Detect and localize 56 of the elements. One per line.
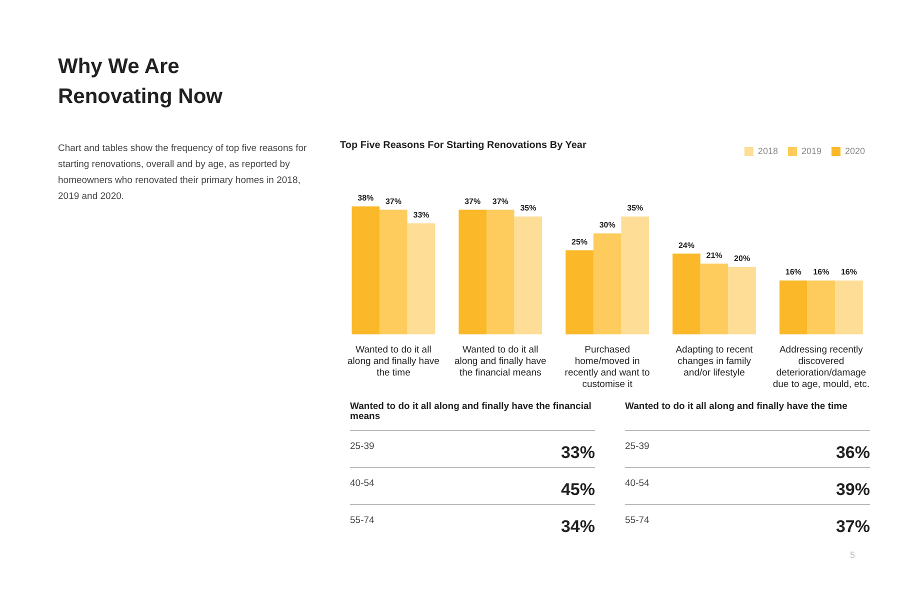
text: 5 — [850, 550, 856, 560]
data-label: 25% — [572, 237, 588, 246]
text: 33% — [560, 443, 595, 463]
text: 36% — [836, 443, 870, 463]
x-tick-label: Addressing recently discovered deterioration/damage due to age, mould, etc. — [772, 344, 870, 390]
text: 34% — [560, 517, 595, 537]
x-tick-label: Adapting to recent changes in family and/or lifestyle — [676, 344, 754, 379]
x-tick-label: Wanted to do it all along and finally have the time — [348, 344, 440, 379]
text: Why We Are Renovating Now — [58, 54, 224, 110]
data-label: 37% — [492, 196, 508, 206]
bar — [728, 267, 756, 334]
x-tick-label: Wanted to do it all along and finally have the financial means — [454, 344, 546, 379]
data-label: 20% — [734, 254, 750, 264]
data-label: 37% — [385, 196, 402, 206]
bar — [566, 250, 594, 334]
data-label: 37% — [464, 196, 481, 206]
data-label: 33% — [413, 210, 430, 220]
data-label: 16% — [785, 268, 802, 277]
text: 55-74 — [625, 515, 650, 526]
bar — [621, 216, 650, 334]
bar — [835, 280, 863, 334]
text: 37% — [836, 517, 870, 537]
bar — [380, 210, 408, 334]
bar — [458, 210, 486, 334]
data-label: 16% — [840, 268, 857, 277]
bar — [486, 210, 514, 334]
legend-label: 2020 — [844, 146, 866, 156]
data-label: 24% — [678, 240, 694, 250]
data-label: 35% — [520, 204, 536, 213]
chart-subtitle: Top Five Reasons For Starting Renovations By Year — [340, 140, 586, 151]
text: Wanted to do it all along and finally have the time — [625, 401, 870, 431]
data-label: 16% — [813, 268, 830, 277]
text: 40-54 — [350, 478, 374, 489]
bar — [514, 216, 542, 334]
bar — [407, 223, 436, 334]
data-label: 38% — [358, 194, 374, 203]
legend-label: 2018 — [758, 146, 778, 156]
bar — [593, 233, 622, 334]
text: 39% — [836, 480, 870, 500]
bar — [700, 264, 728, 334]
bar — [807, 280, 836, 334]
text: 40-54 — [625, 478, 650, 489]
legend-label: 2019 — [801, 146, 822, 156]
text: 45% — [560, 480, 595, 500]
x-tick-label: Purchased home/moved in recently and want to customise it — [564, 344, 650, 390]
bar — [779, 280, 808, 334]
data-label: 21% — [706, 250, 722, 260]
bar — [672, 254, 700, 334]
data-label: 30% — [599, 220, 616, 230]
text: 25-39 — [625, 441, 650, 452]
text: Wanted to do it all along and finally have the financial means — [350, 401, 595, 431]
bar — [352, 206, 380, 334]
text: Chart and tables show the frequency of top five reasons for starting renovations, overall and by age, as reported by homeowners who renovated their primary homes in 2018, 2019 and 2020. — [58, 142, 308, 204]
text: 25-39 — [350, 441, 374, 452]
text: 55-74 — [350, 515, 374, 526]
data-label: 35% — [627, 204, 644, 213]
